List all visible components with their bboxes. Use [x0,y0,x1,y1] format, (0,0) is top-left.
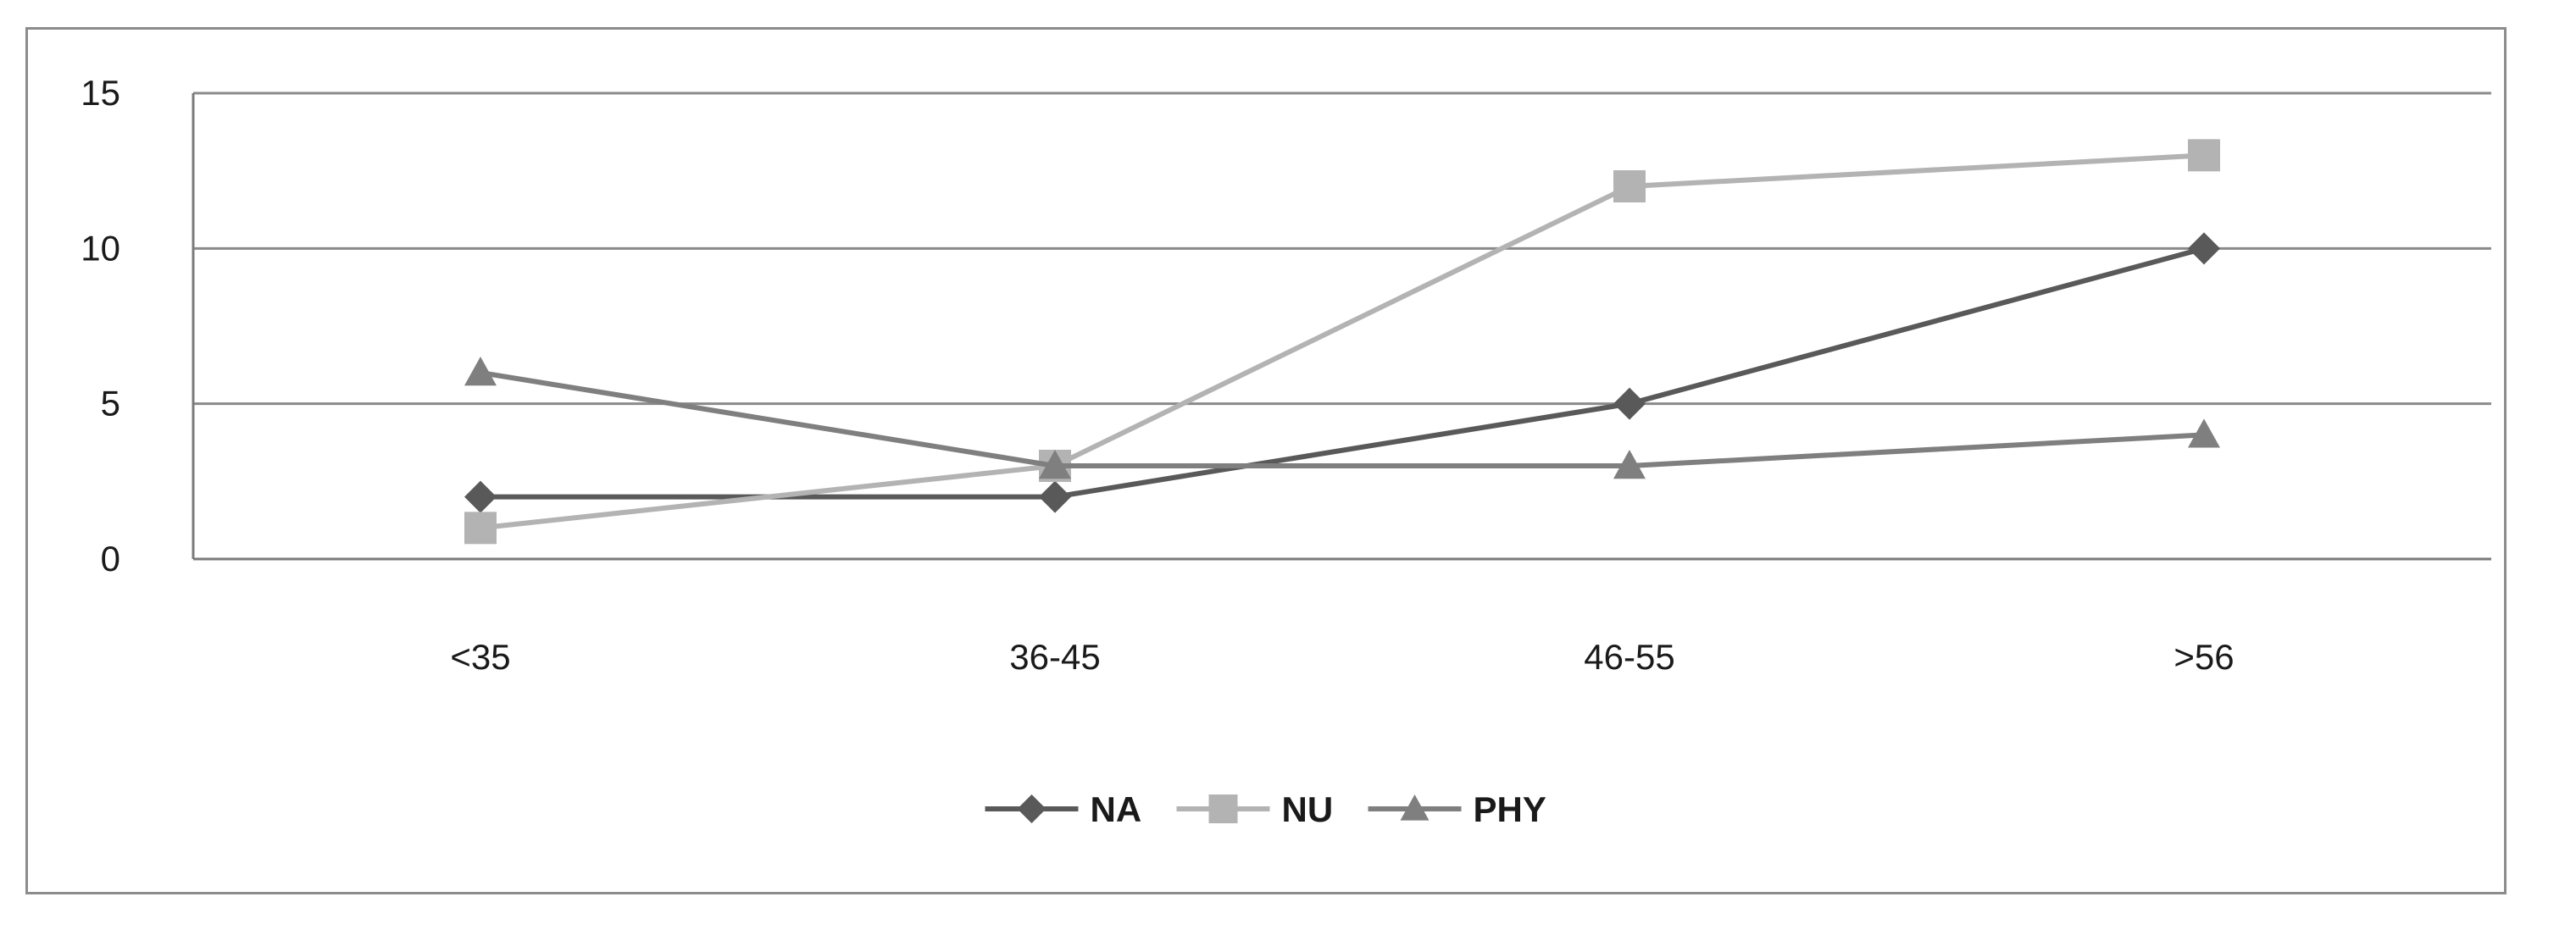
legend-marker-na [1017,794,1046,823]
x-axis-tick-labels: <35 36-45 46-55 >56 [450,637,2234,677]
y-tick-label-10: 10 [80,228,120,268]
data-point-phy-1 [1039,450,1071,479]
legend-label-na: NA [1091,789,1142,829]
x-tick-label-1: 36-45 [1009,637,1100,677]
legend: NA NU PHY [985,789,1546,829]
y-tick-label-15: 15 [80,73,120,113]
series-lines [464,139,2220,545]
legend-label-phy: PHY [1474,789,1546,829]
data-point-na-3 [2188,232,2220,265]
data-point-phy-0 [464,357,497,386]
legend-label-nu: NU [1282,789,1334,829]
data-point-phy-2 [1613,450,1646,479]
y-tick-label-5: 5 [101,384,120,423]
series-line-nu [480,152,2205,531]
data-point-phy-3 [2188,418,2220,448]
x-tick-label-3: >56 [2174,637,2234,677]
data-point-nu-2 [1613,170,1646,202]
legend-marker-phy [1400,794,1430,821]
data-point-nu-3 [2188,139,2220,172]
data-point-na-2 [1613,387,1646,420]
y-tick-label-0: 0 [101,539,120,578]
x-tick-label-0: <35 [450,637,510,677]
x-tick-label-2: 46-55 [1584,637,1674,677]
series-line-na [480,246,2205,500]
gridlines [192,91,2491,561]
legend-marker-nu [1208,794,1238,823]
data-point-na-0 [464,480,497,513]
data-point-nu-0 [464,512,497,545]
y-axis-tick-labels: 0 5 10 15 [80,73,120,578]
series-line-phy [480,370,2205,468]
data-point-na-1 [1039,480,1071,513]
